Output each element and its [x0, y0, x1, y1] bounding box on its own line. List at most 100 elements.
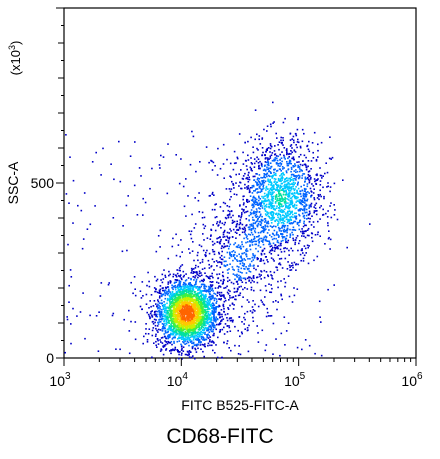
data-point	[186, 297, 188, 300]
data-point	[192, 306, 194, 308]
data-point	[263, 195, 265, 198]
data-point	[179, 265, 182, 268]
data-point	[177, 321, 179, 323]
data-point	[284, 196, 286, 199]
data-point	[264, 207, 266, 209]
data-point	[183, 339, 185, 342]
data-point	[226, 158, 228, 161]
data-point	[285, 184, 288, 186]
data-point	[132, 292, 134, 295]
data-point	[238, 277, 240, 279]
data-point	[294, 216, 296, 219]
data-point	[289, 159, 292, 162]
data-point	[126, 249, 128, 252]
data-point	[206, 336, 208, 339]
data-point	[280, 198, 283, 200]
data-point	[283, 220, 286, 222]
data-point	[254, 201, 257, 203]
data-point	[215, 310, 217, 312]
data-point	[222, 143, 225, 146]
data-point	[238, 133, 241, 135]
data-point	[247, 226, 250, 229]
data-point	[242, 210, 245, 212]
data-point	[82, 238, 85, 240]
data-point	[242, 245, 245, 248]
data-point	[222, 231, 225, 234]
data-point	[258, 174, 261, 176]
data-point	[159, 229, 162, 232]
data-point	[281, 235, 283, 238]
data-point	[279, 243, 282, 245]
data-point	[192, 276, 195, 278]
data-point	[236, 156, 239, 159]
data-point	[157, 306, 159, 309]
data-point	[209, 281, 212, 283]
data-point	[189, 288, 191, 291]
data-point	[177, 330, 180, 333]
data-point	[240, 216, 242, 219]
data-point	[204, 322, 206, 324]
data-point	[263, 262, 266, 265]
data-point	[292, 182, 295, 184]
data-point	[196, 297, 198, 300]
data-point	[203, 267, 206, 270]
data-point	[234, 257, 236, 259]
data-point	[310, 160, 313, 162]
data-point	[252, 224, 254, 226]
data-point	[292, 166, 295, 168]
data-point	[211, 306, 213, 309]
data-point	[265, 203, 268, 206]
data-point	[245, 248, 248, 250]
data-point	[174, 324, 177, 326]
data-point	[263, 269, 266, 272]
data-point	[141, 308, 143, 311]
data-point	[188, 325, 190, 328]
data-point	[269, 203, 272, 205]
data-point	[280, 203, 283, 206]
data-point	[208, 313, 210, 316]
data-point	[293, 189, 296, 191]
data-point	[270, 257, 273, 259]
data-point	[243, 231, 246, 233]
data-point	[179, 255, 181, 258]
data-point	[274, 178, 277, 180]
data-point	[275, 234, 278, 236]
data-point	[189, 297, 192, 300]
data-point	[273, 237, 275, 240]
data-point	[203, 328, 206, 330]
data-point	[260, 162, 263, 165]
data-point	[154, 313, 157, 316]
data-point	[222, 275, 225, 278]
data-point	[149, 187, 151, 190]
data-point	[216, 305, 219, 308]
data-point	[219, 266, 222, 269]
data-point	[173, 307, 175, 310]
data-point	[289, 180, 291, 182]
data-point	[165, 323, 168, 326]
data-point	[305, 208, 308, 211]
data-point	[287, 215, 289, 217]
data-point	[271, 249, 274, 252]
data-point	[254, 240, 256, 243]
data-point	[154, 275, 156, 278]
data-point	[269, 243, 272, 245]
data-point	[219, 206, 222, 208]
data-point	[172, 286, 174, 289]
data-point	[196, 293, 199, 295]
data-point	[197, 274, 200, 277]
data-point	[244, 318, 246, 321]
data-point	[186, 353, 188, 356]
data-point	[194, 320, 197, 322]
data-point	[156, 278, 159, 281]
data-point	[223, 308, 225, 310]
data-point	[292, 205, 294, 208]
data-point	[256, 147, 258, 150]
data-point	[163, 335, 166, 338]
data-point	[253, 212, 256, 214]
data-point	[183, 333, 185, 335]
data-point	[267, 221, 269, 224]
data-point	[223, 341, 225, 344]
data-point	[202, 298, 204, 300]
data-point	[235, 173, 237, 176]
data-point	[190, 267, 193, 270]
